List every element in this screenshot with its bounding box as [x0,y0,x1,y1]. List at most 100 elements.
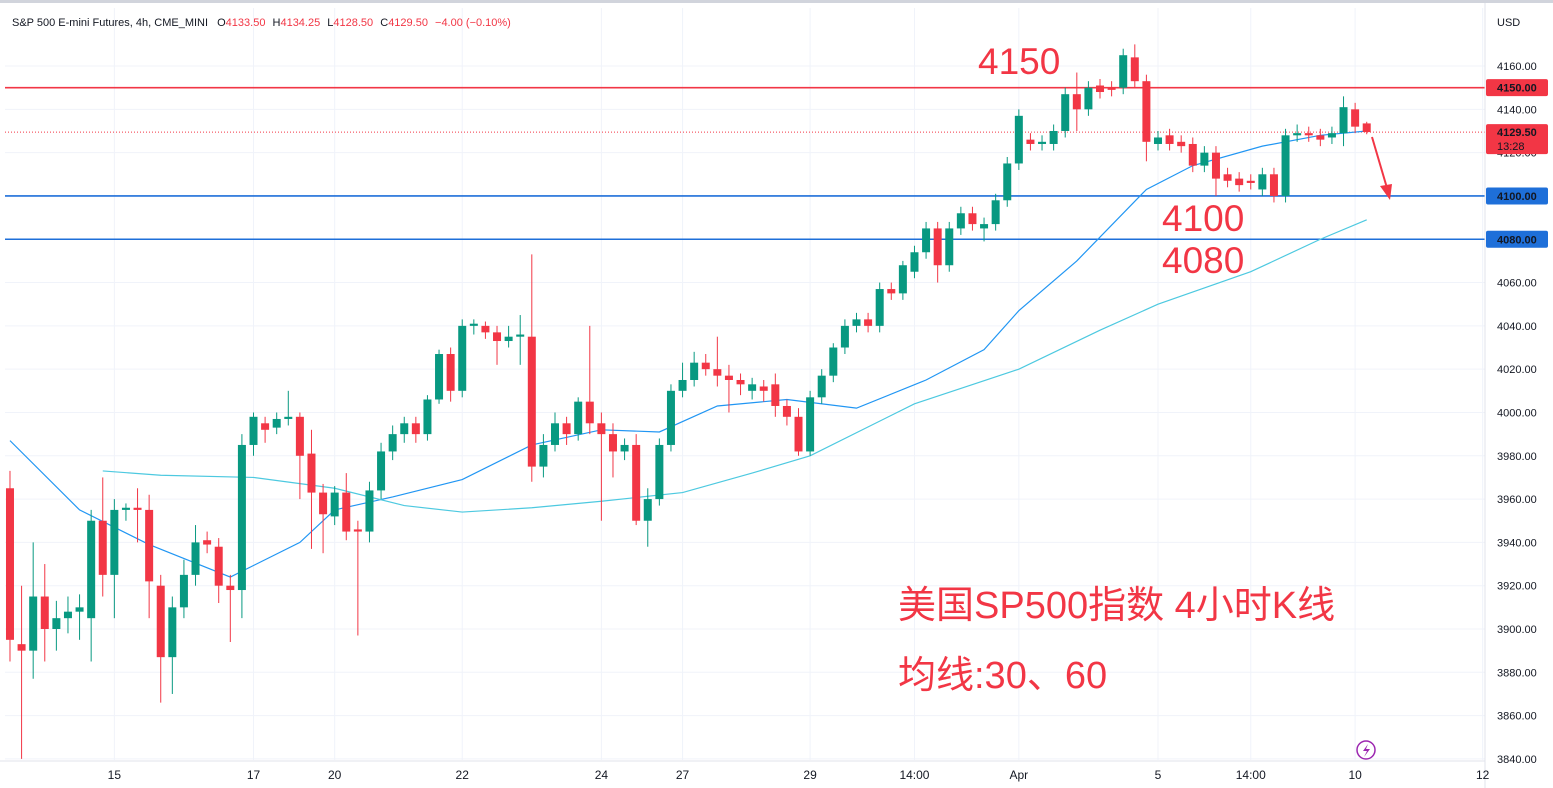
candle-body [17,644,26,651]
candle-body [469,323,478,326]
alert-circle[interactable] [1356,740,1376,760]
x-tick-label: 15 [108,768,122,782]
candle-body [145,509,154,582]
candle-body [887,289,896,294]
candle-body [411,423,420,435]
ohlc-label: H [273,17,281,29]
candle-body [1362,123,1371,133]
candle-body [898,265,907,294]
candle-body [504,336,513,342]
y-tick-label: 3900.00 [1497,624,1537,636]
candle-body [910,252,919,272]
candle-body [864,319,873,326]
candle-body [527,336,536,467]
candle-body [261,423,270,430]
candle-body [377,451,386,491]
candle-body [330,492,339,517]
candle-body [574,401,583,435]
candle-body [933,228,942,266]
candle-body [121,507,130,510]
candle-body [1177,141,1186,147]
candle-body [1258,174,1267,190]
candle-body [1316,135,1325,140]
candle-body [736,379,745,385]
candle-body [1153,137,1162,144]
candle-body [759,386,768,391]
x-tick-label: 14:00 [1236,768,1266,782]
candles [5,44,1371,759]
alert-icon[interactable] [1356,740,1376,760]
countdown: 13:28 [1497,141,1525,153]
candle-body [771,384,780,406]
candle-body [829,347,838,376]
y-tick-label: 4040.00 [1497,321,1537,333]
ohlc-label: L [327,17,333,29]
candle-body [1165,135,1174,144]
candle-body [1142,81,1151,142]
ohlc-value: 4133.50 [226,17,266,29]
candle-body [562,423,571,435]
candle-body [597,423,606,435]
ohlc-label: O [217,17,226,29]
candle-body [632,444,641,521]
x-tick-label: 12 [1476,768,1490,782]
x-tick-label: 10 [1348,768,1362,782]
x-tick-label: 17 [247,768,261,782]
level-label-box [1486,79,1548,97]
candle-body [295,416,304,456]
x-tick-label: 22 [456,768,470,782]
candle-body [52,618,61,630]
candle-body [516,334,525,337]
candle-body [782,405,791,417]
candle-body [1084,87,1093,110]
candle-body [481,325,490,333]
arrow-head [1380,184,1392,200]
x-tick-label: Apr [1009,768,1028,782]
y-tick-label: 4160.00 [1497,61,1537,73]
candle-body [29,596,38,651]
x-tick-label: 29 [803,768,817,782]
x-tick-label: 5 [1155,768,1162,782]
candle-body [968,213,977,225]
candle-body [690,362,699,380]
candle-body [794,416,803,452]
y-tick-label: 3980.00 [1497,451,1537,463]
candle-body [1026,139,1035,144]
y-tick-label: 4000.00 [1497,407,1537,419]
candle-body [226,585,235,591]
candle-body [1003,163,1012,201]
candle-body [1293,133,1302,136]
candle-body [1269,174,1278,196]
candle-body [458,325,467,391]
candle-body [666,390,675,445]
candle-body [1107,87,1116,90]
candle-body [1119,55,1128,88]
annotation: 4150 [978,41,1060,82]
candle-body [319,492,328,515]
level-label-box [1486,187,1548,205]
candle-body [400,423,409,435]
candle-body [1211,152,1220,179]
candle-body [1061,94,1070,131]
candle-body [956,213,965,229]
y-tick-label: 3880.00 [1497,667,1537,679]
currency: USD [1497,17,1520,29]
candle-body [75,607,84,612]
candle-body [353,529,362,532]
candle-body [1130,57,1139,82]
y-tick-label: 3840.00 [1497,754,1537,766]
candle-body [307,453,316,493]
annotation: 美国SP500指数 4小时K线 [898,585,1335,627]
y-tick-label: 3960.00 [1497,494,1537,506]
levels [5,86,1485,241]
candle-body [620,444,629,452]
candle-body [5,488,14,640]
y-tick-label: 4060.00 [1497,278,1537,290]
candle-body [980,224,989,229]
candle-body [342,492,351,532]
candle-body [1235,178,1244,186]
frame-top [0,0,1553,3]
candle-body [435,354,444,400]
candle-body [1072,94,1081,110]
